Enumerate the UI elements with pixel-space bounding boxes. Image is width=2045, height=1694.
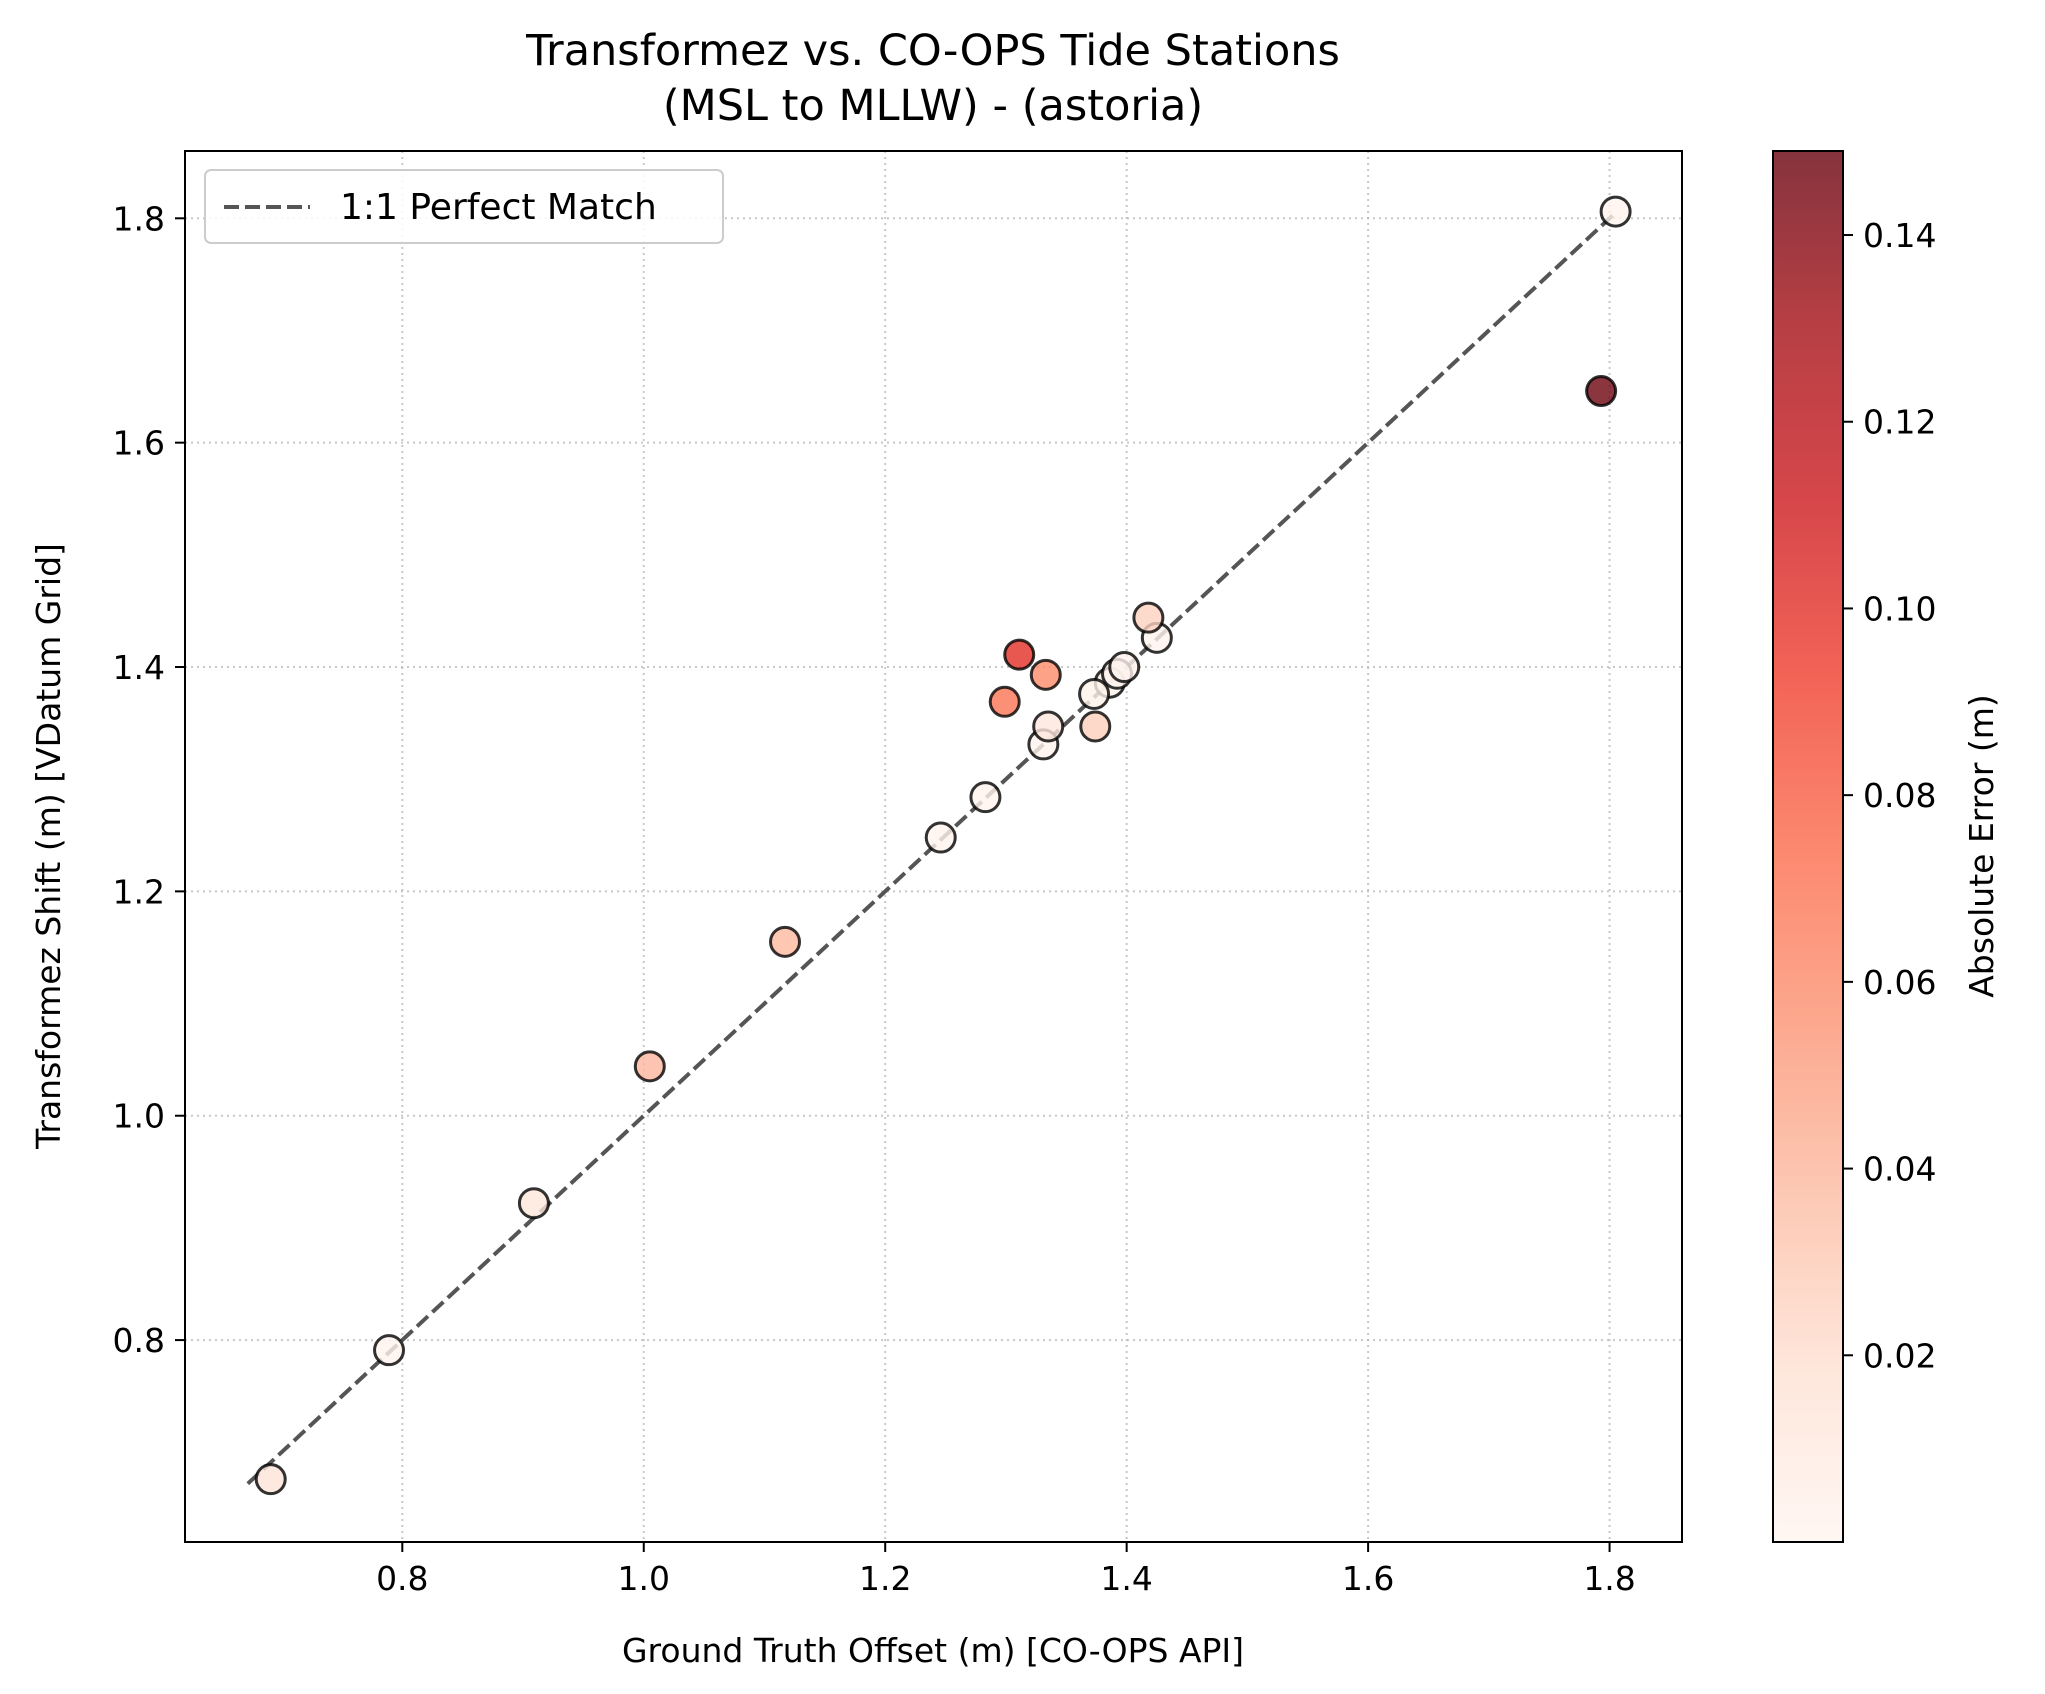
colorbar-tick-label: 0.04 bbox=[1863, 1150, 1936, 1189]
x-tick-label: 0.8 bbox=[376, 1559, 428, 1598]
x-axis-label: Ground Truth Offset (m) [CO-OPS API] bbox=[622, 1631, 1244, 1670]
colorbar-label: Absolute Error (m) bbox=[1962, 694, 2001, 998]
x-tick-label: 1.8 bbox=[1583, 1559, 1635, 1598]
x-tick-label: 1.6 bbox=[1342, 1559, 1394, 1598]
scatter-point bbox=[1132, 601, 1165, 634]
scatter-point bbox=[1585, 375, 1618, 408]
scatter-points bbox=[254, 195, 1632, 1496]
scatter-point bbox=[633, 1050, 666, 1083]
colorbar-tick-label: 0.02 bbox=[1863, 1336, 1936, 1375]
scatter-point bbox=[769, 925, 802, 958]
y-tick-label: 1.0 bbox=[113, 1097, 165, 1136]
plot-area: 0.8 1.0 1.2 1.4 1.6 1.8 0.8 1.0 1.2 1.4 1.6 1.8 bbox=[113, 150, 1683, 1598]
chart-title-line1: Transformez vs. CO-OPS Tide Stations bbox=[525, 26, 1340, 76]
scatter-point bbox=[254, 1463, 287, 1496]
scatter-point bbox=[1079, 710, 1112, 743]
legend-box bbox=[204, 169, 724, 244]
chart-title-line2: (MSL to MLLW) - (astoria) bbox=[663, 81, 1203, 131]
colorbar-tick-label: 0.14 bbox=[1863, 216, 1936, 255]
y-tick-label: 1.6 bbox=[113, 424, 165, 463]
colorbar-tick-label: 0.06 bbox=[1863, 963, 1936, 1002]
scatter-point bbox=[1599, 195, 1632, 228]
scatter-point bbox=[924, 821, 957, 854]
scatter-point bbox=[517, 1187, 550, 1220]
colorbar-tick-label: 0.12 bbox=[1863, 403, 1936, 442]
legend-label: 1:1 Perfect Match bbox=[340, 187, 657, 228]
y-tick-label: 1.2 bbox=[113, 872, 165, 911]
y-axis-label: Transformez Shift (m) [VDatum Grid] bbox=[29, 543, 68, 1150]
colorbar-tick-label: 0.10 bbox=[1863, 589, 1936, 628]
colorbar-tick-label: 0.08 bbox=[1863, 776, 1936, 815]
legend: 1:1 Perfect Match bbox=[204, 169, 724, 244]
colorbar-gradient bbox=[1773, 151, 1843, 1542]
y-tick-label: 1.8 bbox=[113, 199, 165, 238]
scatter-point bbox=[1032, 710, 1065, 743]
x-axis-ticks: 0.8 1.0 1.2 1.4 1.6 1.8 bbox=[376, 1542, 1636, 1598]
scatter-point bbox=[373, 1334, 406, 1367]
colorbar-frame bbox=[1772, 150, 1844, 1543]
x-tick-label: 1.0 bbox=[618, 1559, 670, 1598]
x-tick-label: 1.4 bbox=[1100, 1559, 1152, 1598]
scatter-point bbox=[1003, 638, 1036, 671]
scatter-point bbox=[1108, 651, 1141, 684]
colorbar-ticks: 0.02 0.04 0.06 0.08 0.10 0.12 0.14 bbox=[1843, 216, 1936, 1375]
y-tick-label: 1.4 bbox=[113, 648, 165, 687]
scatter-point bbox=[1029, 658, 1062, 691]
y-tick-label: 0.8 bbox=[113, 1321, 165, 1360]
scatter-point bbox=[988, 685, 1021, 718]
x-tick-label: 1.2 bbox=[859, 1559, 911, 1598]
scatter-point bbox=[969, 781, 1002, 814]
y-axis-ticks: 0.8 1.0 1.2 1.4 1.6 1.8 bbox=[113, 199, 185, 1360]
plot-frame bbox=[184, 150, 1683, 1543]
grid bbox=[185, 151, 1682, 1542]
scatter-point bbox=[1078, 677, 1111, 710]
colorbar: 0.02 0.04 0.06 0.08 0.10 0.12 0.14 Absolute Er… bbox=[1772, 150, 2001, 1543]
